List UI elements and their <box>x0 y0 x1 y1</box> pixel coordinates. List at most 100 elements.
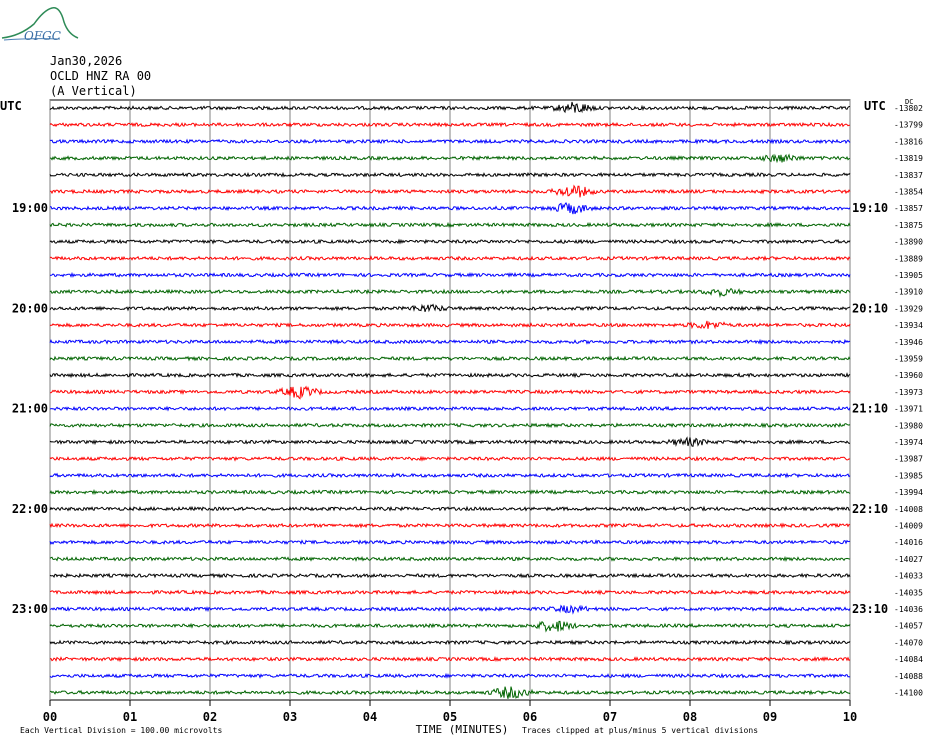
trace-line <box>49 101 851 114</box>
trace-offset-label: -13959 <box>894 355 923 364</box>
right-hour-label: 23:10 <box>852 602 888 616</box>
trace-line <box>49 320 851 330</box>
trace-line <box>49 405 851 412</box>
trace-line <box>49 604 851 615</box>
trace-line <box>49 338 851 345</box>
trace-offset-label: -13929 <box>894 304 923 313</box>
trace-line <box>49 572 851 579</box>
trace-line <box>49 271 851 278</box>
x-tick-label: 04 <box>363 710 377 724</box>
trace-line <box>49 555 851 563</box>
trace-offset-label: -13974 <box>894 438 923 447</box>
trace-offset-label: -13875 <box>894 221 923 230</box>
trace-offset-label: -13994 <box>894 488 923 497</box>
x-tick-label: 08 <box>683 710 697 724</box>
trace-line <box>49 672 851 679</box>
trace-offset-label: -13816 <box>894 137 923 146</box>
trace-offset-label: -13819 <box>894 154 923 163</box>
trace-line <box>49 639 851 646</box>
grid-lines <box>49 99 851 706</box>
component-label: (A Vertical) <box>50 84 137 98</box>
logo-text: OFGC <box>24 29 61 43</box>
right-hour-label: 22:10 <box>852 502 888 516</box>
station-code: OCLD HNZ RA 00 <box>50 69 152 83</box>
x-tick-label: 05 <box>443 710 457 724</box>
trace-line <box>49 455 851 462</box>
trace-line <box>49 355 851 362</box>
trace-offset-label: -14035 <box>894 588 923 597</box>
trace-offset-label: -13934 <box>894 321 923 330</box>
trace-offset-label: -14016 <box>894 538 923 547</box>
x-tick-label: 10 <box>843 710 857 724</box>
trace-offset-label: -13973 <box>894 388 923 397</box>
trace-offset-label: -14008 <box>894 505 923 514</box>
trace-offset-label: -14009 <box>894 522 923 531</box>
left-hour-label: 20:00 <box>12 301 48 315</box>
trace-offset-label: -14070 <box>894 638 923 647</box>
x-tick-label: 02 <box>203 710 217 724</box>
axis-labels: 00 01 02 03 04 05 06 07 08 09 10 -13802 -13799 -13816… <box>0 98 923 736</box>
clipping-note: Traces clipped at plus/minus 5 vertical … <box>522 726 758 735</box>
trace-line <box>49 436 851 448</box>
trace-offset-label: -14027 <box>894 555 923 564</box>
left-hour-label: 23:00 <box>12 602 48 616</box>
trace-line <box>49 589 851 596</box>
trace-line <box>49 620 851 633</box>
trace-offset-label: -13854 <box>894 188 923 197</box>
trace-offset-label: -13971 <box>894 405 923 414</box>
trace-offset-label: -14057 <box>894 622 923 631</box>
trace-offset-label: -14036 <box>894 605 923 614</box>
trace-line <box>50 686 851 699</box>
trace-offset-label: -13960 <box>894 371 923 380</box>
trace-offset-label: -13985 <box>894 471 923 480</box>
trace-line <box>49 489 851 496</box>
trace-line <box>49 522 851 529</box>
right-hour-label: 20:10 <box>852 301 888 315</box>
trace-line <box>49 287 851 298</box>
trace-line <box>49 539 851 546</box>
x-tick-label: 07 <box>603 710 617 724</box>
record-date: Jan30,2026 <box>50 54 123 68</box>
trace-line <box>49 303 851 313</box>
trace-offset-label: -13987 <box>894 455 923 464</box>
trace-line <box>49 121 850 128</box>
trace-line <box>49 472 851 479</box>
trace-line <box>49 422 851 429</box>
trace-offset-label: -13799 <box>894 121 923 130</box>
right-hour-label: 19:10 <box>852 201 888 215</box>
trace-offset-label: -13889 <box>894 254 923 263</box>
trace-offset-label: -14033 <box>894 572 923 581</box>
trace-offset-label: -14084 <box>894 655 923 664</box>
vertical-division-note: Each Vertical Division = 100.00 microvol… <box>20 726 222 735</box>
trace-offset-label: -14100 <box>894 689 923 698</box>
x-axis-title: TIME (MINUTES) <box>416 723 509 736</box>
trace-offset-label: -13802 <box>894 104 923 113</box>
left-hour-label: 21:00 <box>12 402 48 416</box>
left-hour-label: 19:00 <box>12 201 48 215</box>
trace-line <box>49 656 851 663</box>
trace-offset-label: -13946 <box>894 338 923 347</box>
trace-line <box>50 202 851 215</box>
seismic-traces <box>49 101 851 699</box>
trace-line <box>49 171 851 178</box>
trace-offset-label: -13890 <box>894 238 923 247</box>
x-tick-label: 00 <box>43 710 57 724</box>
x-tick-label: 09 <box>763 710 777 724</box>
trace-line <box>49 255 851 262</box>
trace-line <box>50 385 851 400</box>
trace-offset-label: -13910 <box>894 288 923 297</box>
x-tick-label: 01 <box>123 710 137 724</box>
trace-line <box>49 238 851 245</box>
trace-offset-label: -13857 <box>894 204 923 213</box>
trace-line <box>49 138 851 145</box>
trace-line <box>49 221 851 228</box>
trace-line <box>49 372 851 379</box>
left-utc-label: UTC <box>0 99 22 113</box>
trace-offset-label: -13980 <box>894 421 923 430</box>
dc-tag: DC <box>905 98 913 106</box>
trace-offset-label: -13905 <box>894 271 923 280</box>
trace-offset-label: -13837 <box>894 171 923 180</box>
right-hour-label: 21:10 <box>852 402 888 416</box>
trace-line <box>50 153 850 164</box>
